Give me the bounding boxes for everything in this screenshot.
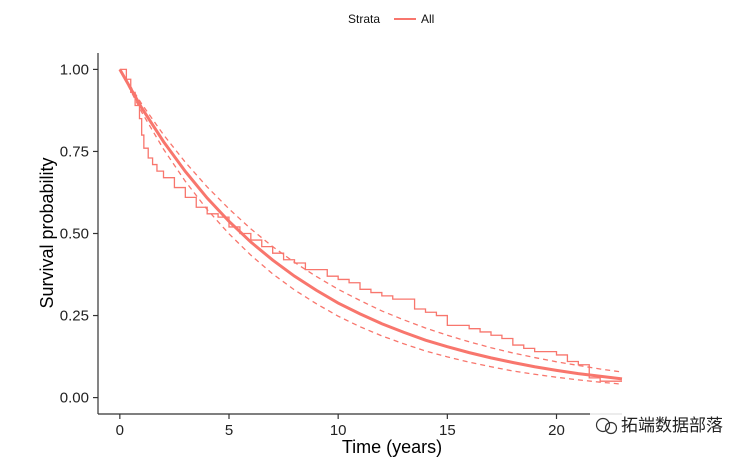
wechat-icon	[595, 417, 618, 435]
x-tick-label: 15	[439, 422, 456, 439]
confidence-upper-line	[119, 69, 623, 373]
y-tick-label: 0.00	[60, 390, 89, 407]
legend: Strata All	[348, 12, 434, 26]
y-tick-label: 0.25	[60, 308, 89, 325]
x-tick-label: 5	[225, 422, 233, 439]
confidence-lower-line	[119, 69, 623, 385]
watermark: 拓端数据部落	[590, 411, 740, 441]
legend-title: Strata	[348, 12, 380, 26]
y-tick-label: 0.50	[60, 226, 89, 243]
fitted-curve	[118, 68, 623, 381]
watermark-text: 拓端数据部落	[621, 416, 723, 436]
y-tick-label: 0.75	[60, 143, 89, 160]
x-tick-label: 20	[548, 422, 565, 439]
y-axis-title: Survival probability	[37, 157, 57, 308]
series-layer	[118, 68, 623, 385]
km-step-line	[119, 68, 622, 382]
legend-entry-all: All	[421, 12, 434, 26]
x-tick-label: 10	[330, 422, 347, 439]
watermark-backdrop	[590, 411, 740, 441]
y-tick-label: 1.00	[60, 61, 89, 78]
x-tick-label: 0	[116, 422, 124, 439]
x-ticks: 0 5 10 15 20	[116, 414, 565, 439]
x-axis-title: Time (years)	[342, 437, 442, 457]
y-ticks: 0.00 0.25 0.50 0.75 1.00	[60, 61, 98, 407]
